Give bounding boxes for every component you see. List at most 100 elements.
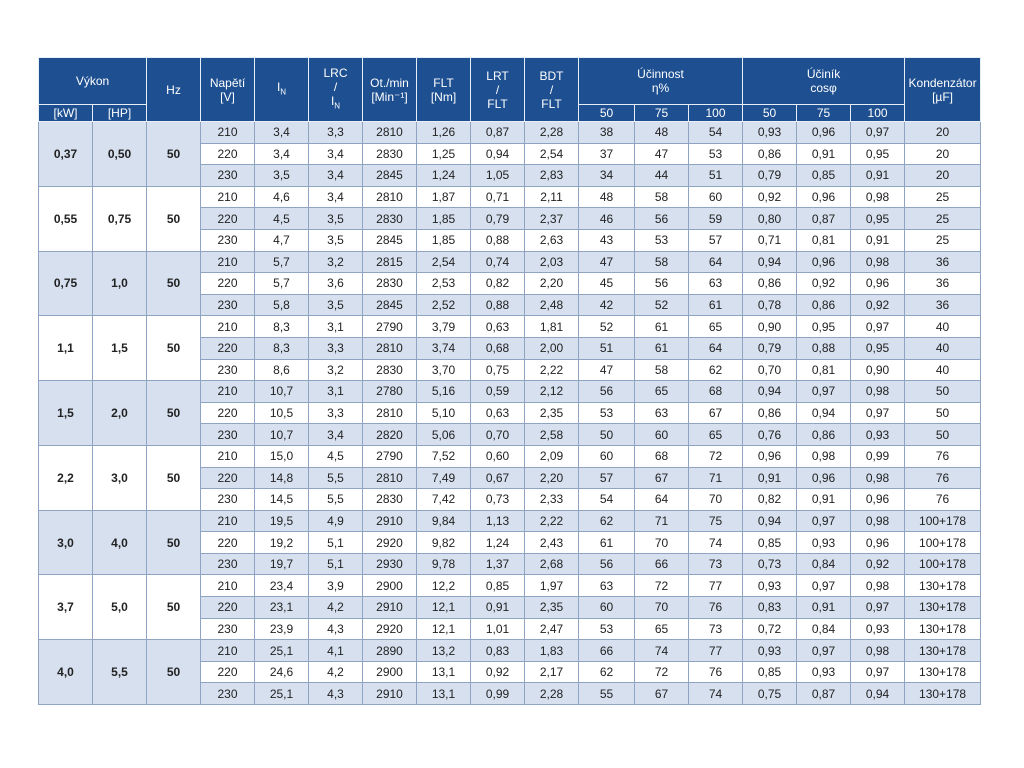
data-cell: 230 — [200, 423, 256, 446]
data-cell: 73 — [688, 617, 744, 641]
data-cell: 230 — [200, 682, 256, 706]
data-cell: 0,97 — [850, 596, 906, 619]
header-cell: 100 — [688, 104, 744, 122]
data-cell: 20 — [904, 164, 982, 187]
group-cell: 50 — [146, 250, 202, 317]
data-cell: 1,26 — [416, 121, 472, 144]
header-text: Hz — [166, 82, 181, 97]
data-cell: 72 — [634, 574, 690, 598]
data-cell: 53 — [688, 142, 744, 166]
data-cell: 0,99 — [470, 682, 526, 706]
header-cell: Ot./min [Min⁻¹] — [362, 57, 418, 122]
data-cell: 2,28 — [524, 682, 580, 706]
data-cell: 0,87 — [796, 207, 852, 230]
header-text: [Min⁻¹] — [371, 89, 408, 104]
data-cell: 0,91 — [742, 466, 798, 490]
data-cell: 1,05 — [470, 164, 526, 187]
data-cell: 40 — [904, 336, 982, 360]
data-cell: 3,3 — [308, 401, 364, 425]
header-cell: [HP] — [91, 104, 148, 122]
table-row: 220 8,3 3,3 2810 3,74 0,68 2,00 51 61 64 0,79 0,88 0… — [39, 336, 982, 360]
data-cell: 4,7 — [254, 228, 310, 252]
data-cell: 0,99 — [850, 444, 906, 468]
data-cell: 2845 — [362, 293, 418, 317]
group-cell: 3,7 — [38, 574, 93, 641]
data-cell: 58 — [634, 185, 690, 209]
data-cell: 210 — [200, 444, 256, 468]
data-cell: 0,78 — [742, 293, 798, 317]
data-cell: 0,93 — [742, 574, 798, 598]
data-cell: 42 — [578, 293, 636, 317]
data-cell: 2,17 — [524, 660, 580, 684]
data-cell: 0,96 — [850, 272, 906, 295]
data-cell: 54 — [578, 488, 636, 511]
data-cell: 2,47 — [524, 617, 580, 641]
data-cell: 0,96 — [796, 250, 852, 274]
header-cell: Účinnost η% — [578, 57, 744, 105]
header-text: / — [495, 82, 500, 97]
data-cell: 3,4 — [254, 142, 310, 166]
table-row: 1,5 2,0 50 210 10,7 3,1 2780 5,16 0,59 2,12 56 65 68… — [38, 380, 982, 446]
data-cell: 0,97 — [850, 401, 906, 425]
data-cell: 14,8 — [254, 466, 310, 490]
data-cell: 4,9 — [308, 509, 364, 533]
data-cell: 0,91 — [850, 228, 906, 252]
group-cell: 1,5 — [38, 380, 93, 446]
data-cell: 0,93 — [742, 639, 798, 662]
data-cell: 0,86 — [796, 293, 852, 317]
data-cell: 0,98 — [850, 380, 906, 403]
data-cell: 47 — [578, 250, 636, 274]
data-cell: 3,5 — [308, 207, 364, 230]
data-cell: 68 — [688, 380, 744, 403]
data-cell: 76 — [688, 596, 744, 619]
data-cell: 2920 — [362, 617, 418, 641]
data-cell: 8,6 — [254, 358, 310, 382]
group-cell: 0,75 — [38, 250, 93, 317]
data-cell: 0,96 — [796, 185, 852, 209]
data-cell: 64 — [634, 488, 690, 511]
data-cell: 2790 — [362, 444, 418, 468]
data-cell: 0,88 — [470, 293, 526, 317]
data-cell: 2820 — [362, 423, 418, 446]
table-row: 3,7 5,0 50 210 23,4 3,9 2900 12,2 0,85 1,97 63 72 77… — [38, 574, 982, 641]
data-cell: 48 — [634, 121, 690, 144]
data-cell: 61 — [688, 293, 744, 317]
data-cell: 0,86 — [742, 142, 798, 166]
data-cell: 2845 — [362, 164, 418, 187]
data-cell: 100+178 — [904, 531, 982, 554]
data-cell: 2830 — [362, 358, 418, 382]
data-cell: 63 — [578, 574, 636, 598]
data-cell: 60 — [688, 185, 744, 209]
data-cell: 0,96 — [742, 444, 798, 468]
data-cell: 0,98 — [850, 185, 906, 209]
data-cell: 51 — [578, 336, 636, 360]
data-cell: 1,25 — [416, 142, 472, 166]
data-cell: 63 — [634, 401, 690, 425]
data-cell: 77 — [688, 639, 744, 662]
data-cell: 2,11 — [524, 185, 580, 209]
data-cell: 210 — [200, 315, 256, 338]
group-cell: 1,1 — [38, 315, 93, 382]
data-cell: 34 — [578, 164, 636, 187]
data-cell: 60 — [578, 444, 636, 468]
header-text: [Nm] — [430, 89, 457, 104]
data-cell: 2910 — [362, 596, 418, 619]
data-cell: 71 — [634, 509, 690, 533]
data-cell: 0,70 — [742, 358, 798, 382]
header-text: η% — [651, 81, 670, 95]
data-cell: 56 — [634, 207, 690, 230]
data-cell: 3,4 — [254, 121, 310, 144]
header-cell: Kondenzátor [µF] — [904, 57, 982, 122]
data-cell: 3,3 — [308, 336, 364, 360]
data-cell: 74 — [688, 682, 744, 706]
data-cell: 36 — [904, 250, 982, 274]
data-cell: 45 — [578, 272, 636, 295]
group-cell: 0,75 — [91, 185, 148, 252]
data-cell: 0,79 — [742, 336, 798, 360]
data-cell: 1,01 — [470, 617, 526, 641]
data-cell: 0,76 — [742, 423, 798, 446]
group-cell: 3,0 — [91, 444, 148, 511]
data-cell: 5,16 — [416, 380, 472, 403]
data-cell: 0,92 — [470, 660, 526, 684]
data-cell: 76 — [904, 444, 982, 468]
